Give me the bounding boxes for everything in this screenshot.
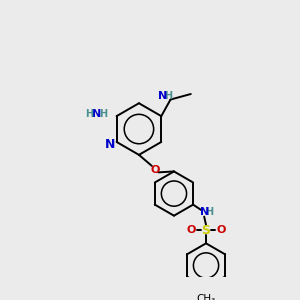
Text: N: N xyxy=(92,109,101,119)
Text: N: N xyxy=(105,138,115,151)
Text: O: O xyxy=(151,165,160,175)
Text: H: H xyxy=(85,109,93,119)
Text: H: H xyxy=(164,91,172,101)
Text: H: H xyxy=(205,207,213,217)
Text: N: N xyxy=(200,207,209,217)
Text: O: O xyxy=(216,225,226,236)
Text: CH₃: CH₃ xyxy=(196,294,216,300)
Text: S: S xyxy=(202,224,211,237)
Text: O: O xyxy=(187,225,196,236)
Text: N: N xyxy=(158,91,167,101)
Text: H: H xyxy=(100,109,108,119)
